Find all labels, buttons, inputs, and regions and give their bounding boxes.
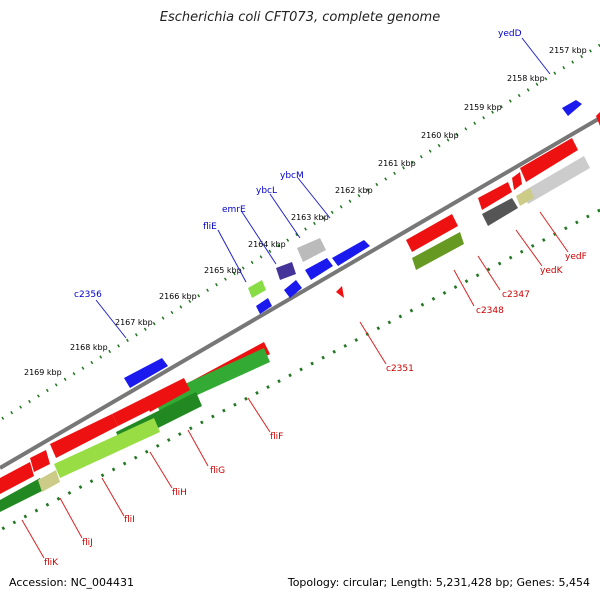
gene-label-yedF[interactable]: yedF xyxy=(565,252,587,262)
tick-label: 2163 kbp xyxy=(291,213,329,222)
gene-label-yedK[interactable]: yedK xyxy=(540,266,564,276)
gene-label-fliJ[interactable]: fliJ xyxy=(82,538,93,548)
gene-c2348-green[interactable] xyxy=(412,232,464,270)
gene-yedF-grey[interactable] xyxy=(522,156,590,204)
gene-label-c2356[interactable]: c2356 xyxy=(74,290,102,300)
gene-label-ybcM[interactable]: ybcM xyxy=(280,171,304,181)
gene-yedK-tan[interactable] xyxy=(516,188,534,206)
gene-label-yedD[interactable]: yedD xyxy=(498,29,522,39)
inner-dashed-line xyxy=(0,208,600,532)
gene-label-fliI[interactable]: fliI xyxy=(124,515,135,525)
tick-label: 2169 kbp xyxy=(24,368,62,377)
forward-genes xyxy=(124,100,582,388)
forward-leaders xyxy=(95,37,551,339)
gene-ybcL[interactable] xyxy=(305,258,333,280)
gene-c2351[interactable] xyxy=(336,286,344,298)
accession-text: Accession: NC_004431 xyxy=(9,576,135,589)
gene-label-fliE[interactable]: fliE xyxy=(203,222,217,232)
gene-fliE[interactable] xyxy=(248,280,266,298)
tick-labels: 2157 kbp 2158 kbp 2159 kbp 2160 kbp 2161… xyxy=(24,46,587,377)
gene-edge-fragment xyxy=(596,112,600,126)
tick-label: 2161 kbp xyxy=(378,159,416,168)
gene-c2348[interactable] xyxy=(406,214,458,252)
tick-label: 2166 kbp xyxy=(159,292,197,301)
gene-fliE-b[interactable] xyxy=(256,298,272,314)
gene-c2347[interactable] xyxy=(482,198,518,226)
tick-label: 2167 kbp xyxy=(115,318,153,327)
inner-tick-track xyxy=(0,208,600,532)
gene-fliH[interactable] xyxy=(112,398,150,426)
reverse-genes xyxy=(0,138,590,512)
gene-ybcM-a[interactable] xyxy=(332,240,370,266)
gene-label-fliK[interactable]: fliK xyxy=(44,558,59,568)
gene-label-c2351[interactable]: c2351 xyxy=(386,364,414,374)
gene-fliK[interactable] xyxy=(0,462,34,494)
reverse-gene-labels: yedF yedK c2347 c2348 c2351 fliF fliG fl… xyxy=(44,252,587,568)
forward-gene-labels: yedD ybcM ybcL emrE fliE c2356 xyxy=(74,29,522,300)
gene-fliJ[interactable] xyxy=(30,450,50,472)
tick-label: 2165 kbp xyxy=(204,266,242,275)
gene-label-fliG[interactable]: fliG xyxy=(210,466,225,476)
tick-label: 2162 kbp xyxy=(335,186,373,195)
gene-label-c2347[interactable]: c2347 xyxy=(502,290,530,300)
gene-yedK[interactable] xyxy=(478,182,512,210)
genome-info-text: Topology: circular; Length: 5,231,428 bp… xyxy=(287,576,590,589)
tick-label: 2168 kbp xyxy=(70,343,108,352)
gene-fliK-green[interactable] xyxy=(0,478,44,512)
gene-emrE-b[interactable] xyxy=(284,280,302,298)
gene-label-ybcL[interactable]: ybcL xyxy=(256,186,277,196)
outer-tick-track xyxy=(0,43,600,422)
tick-label: 2164 kbp xyxy=(248,240,286,249)
tick-label: 2158 kbp xyxy=(507,74,545,83)
gene-fliI[interactable] xyxy=(50,414,118,458)
genome-backbone xyxy=(0,116,600,470)
gene-yedK-b[interactable] xyxy=(512,172,522,190)
gene-fliJ-tan[interactable] xyxy=(38,470,60,492)
tick-label: 2160 kbp xyxy=(421,131,459,140)
gene-yedD[interactable] xyxy=(562,100,582,116)
gene-label-fliH[interactable]: fliH xyxy=(172,488,187,498)
gene-fliF-green[interactable] xyxy=(154,348,270,412)
outer-dotted-line xyxy=(0,43,600,422)
gene-label-emrE[interactable]: emrE xyxy=(222,205,246,215)
gene-emrE[interactable] xyxy=(276,262,296,280)
reverse-leaders xyxy=(21,211,569,559)
gene-fliI-green[interactable] xyxy=(54,418,160,478)
map-title: Escherichia coli CFT073, complete genome xyxy=(159,10,441,25)
gene-c2356[interactable] xyxy=(124,358,168,388)
gene-fliG[interactable] xyxy=(144,378,190,412)
gene-yedF[interactable] xyxy=(520,138,578,182)
tick-label: 2159 kbp xyxy=(464,103,502,112)
gene-label-fliF[interactable]: fliF xyxy=(270,432,283,442)
tick-label: 2157 kbp xyxy=(549,46,587,55)
gene-label-c2348[interactable]: c2348 xyxy=(476,306,504,316)
gene-ybcM-b[interactable] xyxy=(297,238,326,262)
